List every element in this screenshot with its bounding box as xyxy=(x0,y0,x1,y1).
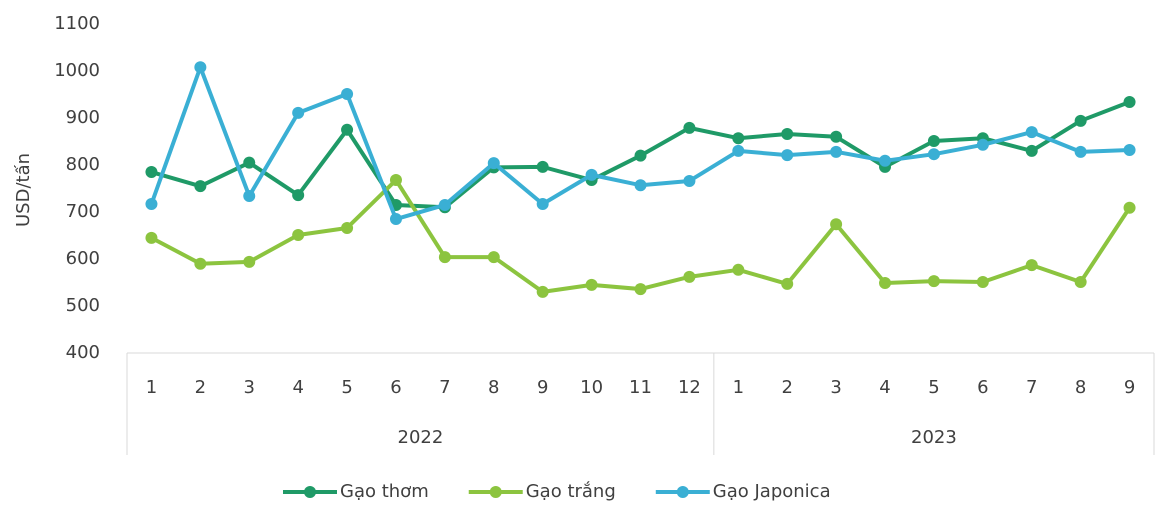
x-tick-label: 9 xyxy=(537,377,548,398)
data-point xyxy=(292,189,305,202)
data-point xyxy=(732,132,745,145)
x-tick-label: 3 xyxy=(244,377,255,398)
data-point xyxy=(830,130,843,143)
data-point xyxy=(341,123,354,136)
y-tick-label: 1100 xyxy=(54,13,100,34)
data-point xyxy=(1123,201,1136,214)
x-tick-label: 8 xyxy=(488,377,499,398)
data-point xyxy=(927,148,940,161)
x-tick-label: 6 xyxy=(390,377,401,398)
data-point xyxy=(976,276,989,289)
y-tick-label: 800 xyxy=(66,154,100,175)
data-point xyxy=(1074,276,1087,289)
x-tick-label: 1 xyxy=(146,377,157,398)
data-point xyxy=(487,251,500,264)
data-point xyxy=(1025,144,1038,157)
x-tick-label: 5 xyxy=(928,377,939,398)
legend-label: Gạo Japonica xyxy=(713,481,831,502)
data-point xyxy=(145,198,158,211)
y-tick-label: 400 xyxy=(66,342,100,363)
data-point xyxy=(194,257,207,270)
y-tick-label: 700 xyxy=(66,201,100,222)
data-point xyxy=(1025,126,1038,139)
x-tick-label: 9 xyxy=(1124,377,1135,398)
y-tick-label: 600 xyxy=(66,248,100,269)
data-point xyxy=(830,218,843,231)
data-point xyxy=(683,174,696,187)
data-point xyxy=(292,229,305,242)
x-group-label: 2023 xyxy=(911,427,957,448)
data-point xyxy=(438,198,451,211)
data-point xyxy=(879,154,892,167)
y-tick-label: 1000 xyxy=(54,60,100,81)
x-tick-label: 11 xyxy=(629,377,652,398)
data-point xyxy=(634,179,647,192)
x-tick-label: 2 xyxy=(781,377,792,398)
legend-label: Gạo thơm xyxy=(340,481,429,502)
data-point xyxy=(781,127,794,140)
data-point xyxy=(536,285,549,298)
data-point xyxy=(487,157,500,170)
data-point xyxy=(243,190,256,203)
data-point xyxy=(830,145,843,158)
data-point xyxy=(781,149,794,162)
x-tick-label: 8 xyxy=(1075,377,1086,398)
y-tick-label: 500 xyxy=(66,295,100,316)
data-point xyxy=(145,231,158,244)
data-point xyxy=(194,61,207,74)
data-point xyxy=(1074,114,1087,127)
data-point xyxy=(341,221,354,234)
data-point xyxy=(732,144,745,157)
data-point xyxy=(292,106,305,119)
data-point xyxy=(634,149,647,162)
data-point xyxy=(145,166,158,179)
data-point xyxy=(389,174,402,187)
x-tick-label: 7 xyxy=(1026,377,1037,398)
data-point xyxy=(194,180,207,193)
x-tick-label: 1 xyxy=(733,377,744,398)
data-point xyxy=(536,160,549,173)
data-point xyxy=(732,263,745,276)
legend-label: Gạo trắng xyxy=(526,481,616,502)
data-point xyxy=(879,276,892,289)
data-point xyxy=(683,121,696,134)
legend-marker xyxy=(676,486,689,498)
data-point xyxy=(243,156,256,169)
data-point xyxy=(927,135,940,148)
data-point xyxy=(1123,96,1136,109)
y-tick-label: 900 xyxy=(66,107,100,128)
x-tick-label: 10 xyxy=(580,377,603,398)
x-group-label: 2022 xyxy=(398,427,444,448)
legend-marker xyxy=(489,486,502,498)
x-tick-label: 4 xyxy=(879,377,890,398)
data-point xyxy=(1074,145,1087,158)
data-point xyxy=(1025,259,1038,272)
x-tick-label: 3 xyxy=(830,377,841,398)
y-axis-label: USD/tấn xyxy=(13,153,34,227)
data-point xyxy=(585,278,598,291)
data-point xyxy=(976,138,989,151)
data-point xyxy=(1123,143,1136,156)
data-point xyxy=(243,255,256,268)
data-point xyxy=(536,198,549,211)
data-point xyxy=(634,283,647,296)
data-point xyxy=(389,213,402,226)
x-tick-label: 4 xyxy=(292,377,303,398)
data-point xyxy=(683,270,696,283)
x-tick-label: 12 xyxy=(678,377,701,398)
x-tick-label: 5 xyxy=(341,377,352,398)
data-point xyxy=(341,88,354,101)
data-point xyxy=(927,275,940,288)
data-point xyxy=(781,277,794,290)
data-point xyxy=(585,168,598,181)
data-point xyxy=(438,251,451,264)
x-tick-label: 7 xyxy=(439,377,450,398)
x-tick-label: 2 xyxy=(195,377,206,398)
x-tick-label: 6 xyxy=(977,377,988,398)
legend-marker xyxy=(304,486,316,498)
